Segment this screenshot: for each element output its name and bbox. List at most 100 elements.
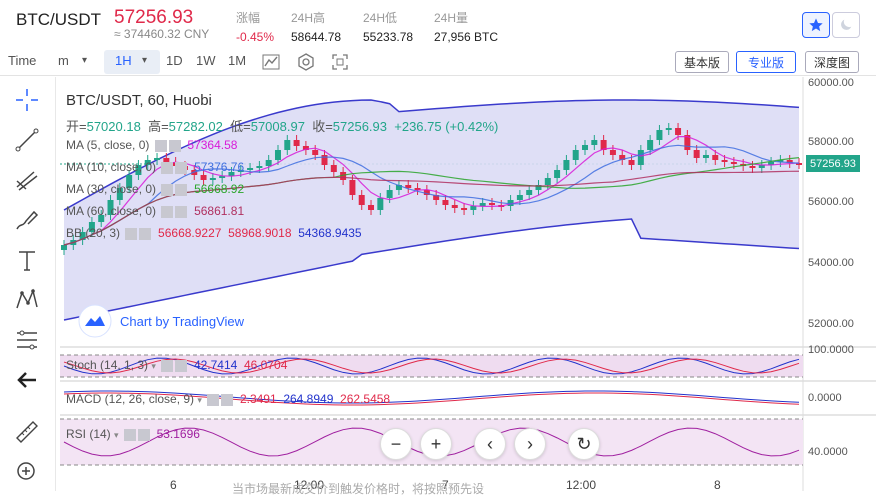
indicator-name: BB (20, 3) xyxy=(66,226,121,240)
moon-icon xyxy=(841,19,852,30)
settings-icon[interactable] xyxy=(161,359,174,372)
interval-1w[interactable]: 1W xyxy=(196,53,216,68)
tradingview-text: Chart by TradingView xyxy=(120,313,245,329)
text-tool-icon[interactable] xyxy=(12,245,42,275)
settings-icon[interactable] xyxy=(161,183,174,196)
candle-body xyxy=(349,180,356,195)
settings-icon[interactable] xyxy=(161,161,174,174)
settings-icon[interactable] xyxy=(207,393,220,406)
close-icon[interactable] xyxy=(175,205,188,218)
candle-body xyxy=(330,165,337,172)
candle-body xyxy=(312,150,319,155)
ma60-legend: MA (60, close, 0) 56861.81 xyxy=(66,204,244,218)
ma30-legend: MA (30, close, 0) 56668.92 xyxy=(66,182,244,196)
scroll-right-button[interactable]: › xyxy=(514,428,546,460)
candle-body xyxy=(637,150,644,165)
candle-body xyxy=(144,160,151,165)
change-value: +236.75 (+0.42%) xyxy=(394,119,499,134)
chevron-down-icon: ▾ xyxy=(151,361,156,371)
interval-1m[interactable]: 1M xyxy=(228,53,247,68)
candle-body xyxy=(126,175,133,188)
view-pro-button[interactable]: 专业版 xyxy=(736,51,796,73)
pair-name: BTC/USDT xyxy=(16,10,101,29)
zoom-out-button[interactable]: − xyxy=(380,428,412,460)
candle-body xyxy=(665,128,672,130)
interval-1d[interactable]: 1D xyxy=(166,53,183,68)
stat-value: -0.45% xyxy=(236,30,275,44)
close-icon[interactable] xyxy=(139,227,152,240)
pattern-icon[interactable] xyxy=(12,285,42,315)
time-button[interactable]: Time xyxy=(8,53,37,68)
candle-body xyxy=(293,140,300,146)
bollinger-band-fill xyxy=(64,100,799,320)
close-icon[interactable] xyxy=(175,183,188,196)
fib-levels-icon[interactable] xyxy=(12,325,42,355)
settings-icon[interactable] xyxy=(161,205,174,218)
candle-body xyxy=(88,222,95,232)
close-value: 57256.93 xyxy=(332,119,388,134)
scroll-left-button[interactable]: ‹ xyxy=(474,428,506,460)
candle-body xyxy=(675,128,682,135)
candle-body xyxy=(228,172,235,176)
candle-body xyxy=(572,150,579,160)
fullscreen-icon[interactable] xyxy=(331,53,349,76)
candle-body xyxy=(107,200,114,215)
bb-legend: BB (20, 3) 56668.9227 58968.9018 54368.9… xyxy=(66,226,362,240)
hour-interval-selected[interactable] xyxy=(104,50,160,74)
view-depth-button[interactable]: 深度图 xyxy=(805,51,859,73)
close-icon[interactable] xyxy=(168,139,181,152)
stat-label: 24H低 xyxy=(363,11,398,25)
indicator-name: Stoch (14, 1, 3) xyxy=(66,358,149,372)
view-basic-button[interactable]: 基本版 xyxy=(675,51,729,73)
zoom-in-icon[interactable] xyxy=(12,457,42,487)
stat-low: 24H低 55233.78 xyxy=(363,9,413,44)
settings-icon[interactable] xyxy=(297,53,315,76)
stat-value: 58644.78 xyxy=(291,30,342,44)
candle-body xyxy=(405,185,412,188)
favorite-button[interactable] xyxy=(802,12,830,38)
chevron-left-icon: ‹ xyxy=(487,433,493,454)
stat-volume: 24H量 27,956 BTC xyxy=(434,9,498,44)
indicator-value: 56668.92 xyxy=(194,182,245,196)
arrow-left-icon[interactable] xyxy=(12,365,42,395)
close-icon[interactable] xyxy=(175,161,188,174)
candle-body xyxy=(98,215,105,222)
candle-body xyxy=(656,130,663,140)
candle-body xyxy=(247,168,254,170)
candle-body xyxy=(79,232,86,240)
reset-chart-button[interactable]: ↻ xyxy=(568,428,600,460)
star-icon xyxy=(809,18,823,32)
settings-icon[interactable] xyxy=(125,227,138,240)
brush-icon[interactable] xyxy=(12,205,42,235)
candle-body xyxy=(796,163,802,165)
tradingview-logo[interactable]: Chart by TradingView xyxy=(78,304,244,338)
candle-body xyxy=(386,190,393,198)
crosshair-icon[interactable] xyxy=(12,85,42,115)
stat-label: 24H高 xyxy=(291,11,326,25)
trend-line-icon[interactable] xyxy=(12,125,42,155)
plus-icon: + xyxy=(430,433,442,454)
candle-body xyxy=(414,188,421,190)
rsi-axis-label: 40.0000 xyxy=(808,446,848,458)
close-icon[interactable] xyxy=(137,428,150,441)
theme-toggle-button[interactable] xyxy=(832,12,860,38)
settings-icon[interactable] xyxy=(154,139,167,152)
chart-toolbar: Time m ▾ 1H ▾ 1D 1W 1M 基本版 专业版 深度图 xyxy=(0,48,876,76)
zoom-in-button[interactable]: + xyxy=(420,428,452,460)
indicator-value: 57364.58 xyxy=(187,138,238,152)
bb-middle-value: 56668.9227 xyxy=(158,226,222,240)
close-icon[interactable] xyxy=(175,359,188,372)
y-axis-label: 54000.00 xyxy=(808,257,854,269)
chevron-down-icon: ▾ xyxy=(114,430,119,440)
chevron-right-icon: › xyxy=(527,433,533,454)
settings-icon[interactable] xyxy=(123,428,136,441)
close-icon[interactable] xyxy=(221,393,234,406)
y-axis-label: 58000.00 xyxy=(808,136,854,148)
hour-interval-label[interactable]: 1H xyxy=(115,53,132,68)
ruler-icon[interactable] xyxy=(12,417,42,447)
pitchfork-icon[interactable] xyxy=(12,165,42,195)
chart-type-icon[interactable] xyxy=(262,54,280,75)
minute-interval-dropdown[interactable]: m xyxy=(58,53,69,68)
chevron-down-icon: ▾ xyxy=(82,55,88,66)
